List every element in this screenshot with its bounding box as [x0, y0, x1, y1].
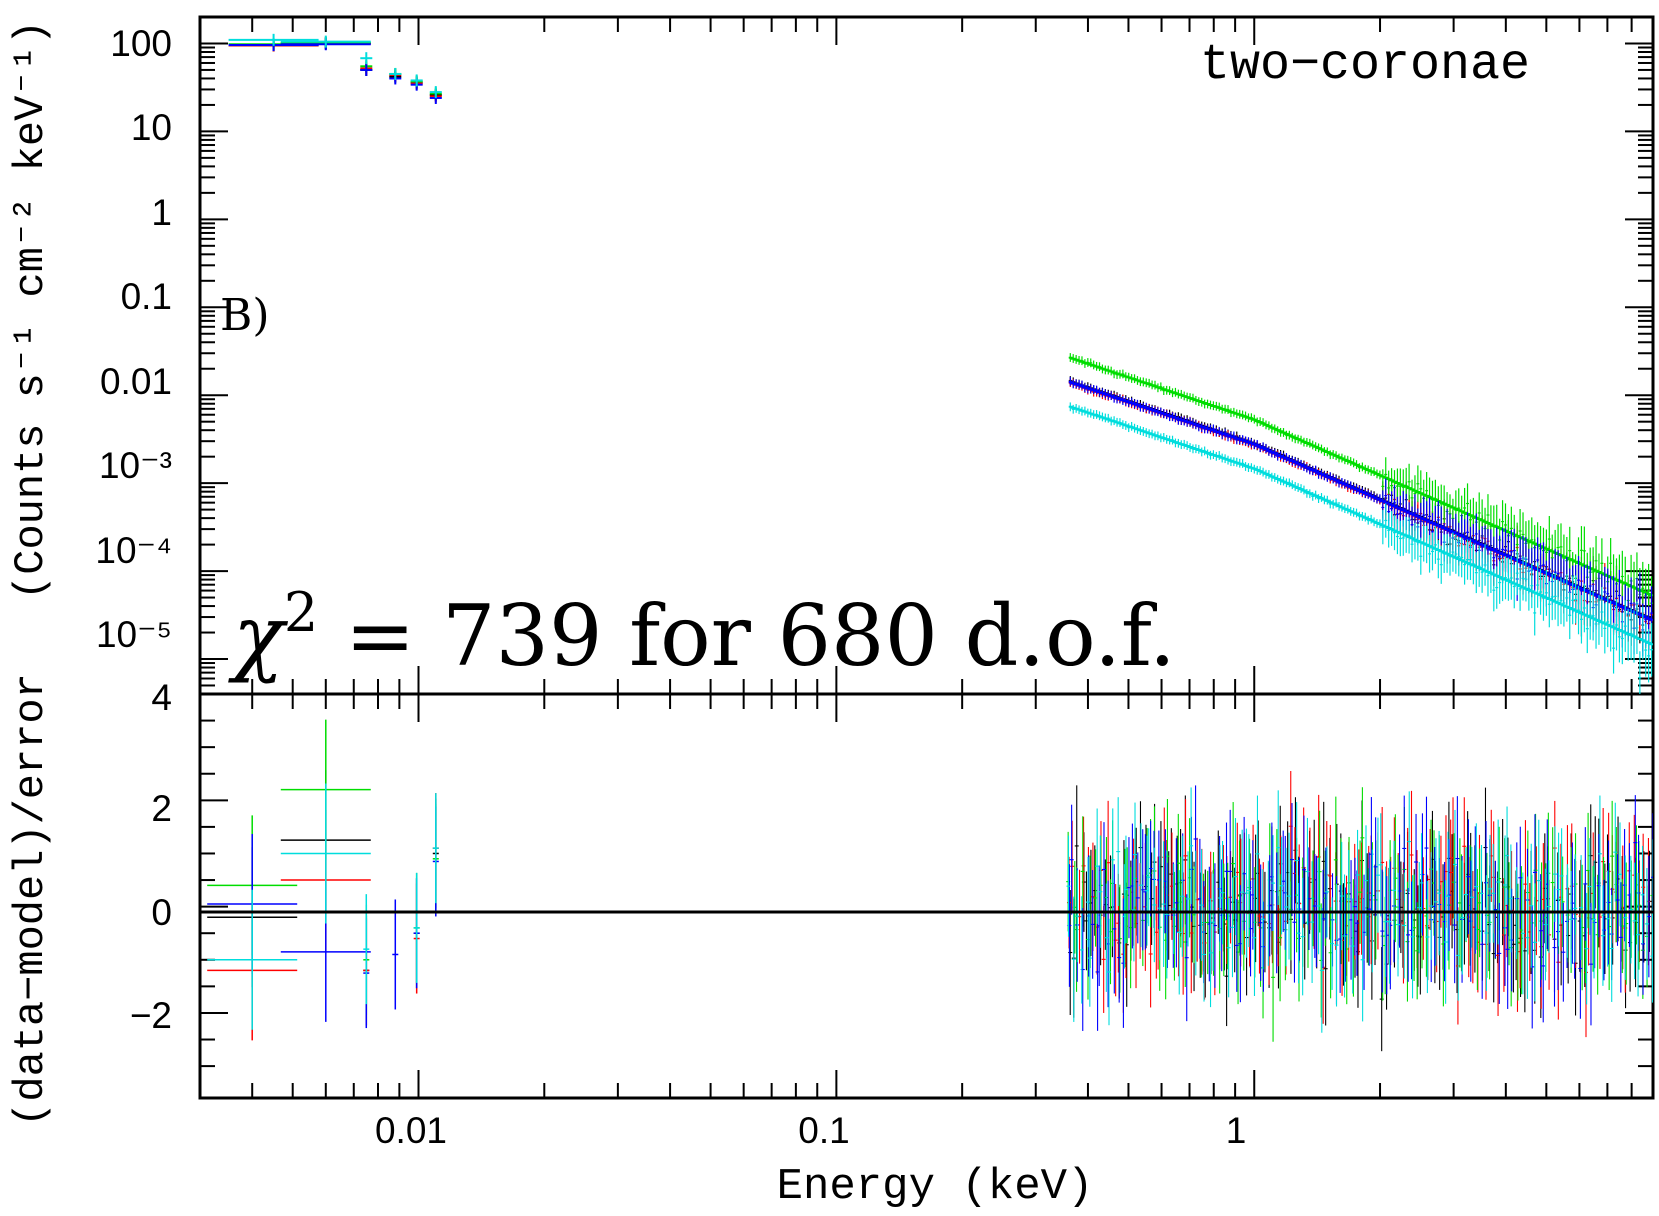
y-tick-label-0p1: 0.1 — [121, 276, 172, 317]
model-step-3 — [1068, 356, 1653, 597]
chi-square-annotation: χ2 = 739 for 680 d.o.f. — [228, 581, 1176, 685]
chi-superscript: 2 — [284, 581, 318, 644]
res-y-tick-label-2: 2 — [151, 788, 172, 829]
y-tick-label-100: 100 — [110, 23, 172, 64]
x-tick-label-1: 1 — [1226, 1110, 1247, 1151]
res-y-tick-label-neg2: −2 — [130, 995, 172, 1036]
y-tick-label-1e-3: 10⁻³ — [99, 445, 172, 486]
res-y-tick-label-0: 0 — [151, 892, 172, 933]
spectrum-y-axis-title: (Counts s⁻¹ cm⁻² keV⁻¹) — [7, 20, 55, 600]
res-y-tick-label-4: 4 — [151, 677, 172, 718]
panel-label: B) — [220, 290, 270, 341]
x-axis-title: Energy (keV) — [777, 1162, 1094, 1212]
y-tick-label-1e-5: 10⁻⁵ — [96, 614, 172, 655]
y-tick-label-0p01: 0.01 — [100, 361, 172, 402]
y-tick-label-1: 1 — [151, 192, 172, 233]
x-tick-label-0p1: 0.1 — [798, 1110, 849, 1151]
chi-symbol: χ — [228, 587, 289, 685]
x-tick-label-0p01: 0.01 — [375, 1110, 447, 1151]
residual-y-axis-title: (data−model)/error — [7, 673, 55, 1127]
spectrum-data — [228, 33, 1653, 694]
y-tick-label-1e-4: 10⁻⁴ — [95, 530, 172, 571]
chi-square-text: = 739 for 680 d.o.f. — [318, 587, 1175, 685]
y-tick-label-10: 10 — [131, 107, 172, 148]
model-name-label: two−coronae — [1200, 37, 1530, 94]
residual-clipped-layer — [207, 719, 1653, 1052]
axis-ticks — [199, 16, 1654, 1098]
residual-data — [207, 719, 1653, 1052]
spectrum-clipped-layer — [228, 33, 1653, 694]
